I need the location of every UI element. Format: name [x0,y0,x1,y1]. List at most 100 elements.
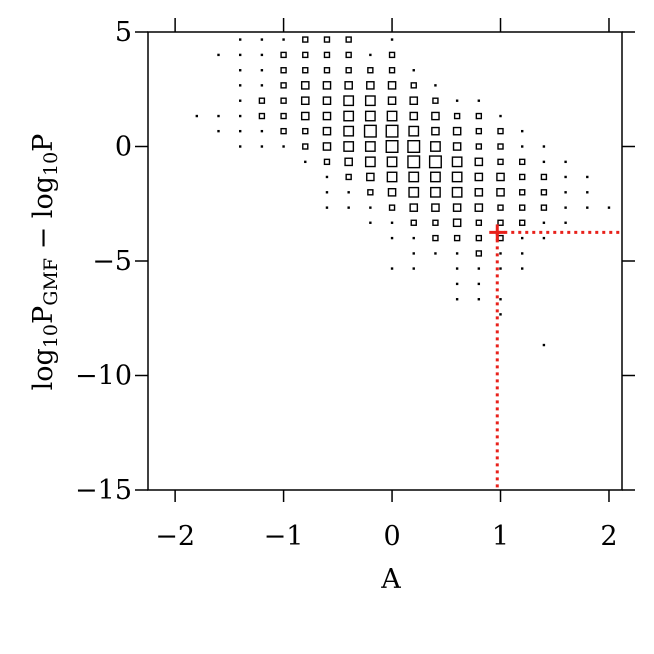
point [323,36,331,43]
point [367,189,374,196]
point [195,114,199,118]
point [455,267,459,270]
point [322,96,332,105]
point [343,141,355,152]
point [430,171,441,183]
point [452,218,462,228]
point [369,53,372,57]
point [364,110,376,122]
point [343,95,355,107]
point [260,53,264,57]
y-tick-label: −15 [75,475,132,506]
point [390,267,394,270]
point [432,234,439,242]
point [280,112,287,120]
point [542,145,546,148]
point [369,206,372,209]
point [369,221,372,224]
point [451,171,463,183]
point [409,203,419,212]
point [410,219,417,226]
point [452,203,462,212]
point [475,234,483,242]
point [322,142,332,151]
y-label-part: P [28,134,59,152]
y-tick-label: −10 [75,361,132,392]
point [474,157,484,167]
point [452,142,462,151]
point [280,97,287,104]
point [366,172,375,182]
point [390,221,394,224]
point [408,125,420,137]
point [238,38,242,41]
point [367,67,374,74]
y-label-subscript: 10 [40,324,62,348]
x-axis-label: A [380,564,401,595]
point [238,69,242,72]
point [475,127,483,135]
point [564,175,567,179]
point [521,252,524,255]
point [409,96,419,105]
point [474,187,484,197]
point [408,171,420,183]
point [499,298,502,301]
point [302,36,309,43]
x-tick-label: −1 [264,521,304,552]
point [323,67,331,74]
point [540,173,548,181]
point [364,141,376,152]
point [300,81,310,90]
point [238,99,242,102]
point [540,204,548,211]
y-label-part: − log [28,176,59,258]
point [322,111,332,121]
point [238,145,242,148]
point [302,51,309,59]
point [542,343,546,347]
y-tick-label: 0 [115,132,132,163]
point [388,204,396,211]
point [475,112,483,120]
point [387,81,397,90]
point [323,158,331,166]
point [412,267,415,270]
y-tick-label: 5 [115,17,132,48]
point [564,160,567,164]
point [432,97,439,104]
point [238,129,242,133]
point [496,187,505,197]
point [453,234,461,242]
point [564,191,567,194]
point [407,155,421,169]
point [586,191,589,194]
point [409,111,419,121]
point [455,298,459,301]
point [366,81,375,90]
point [434,252,437,255]
point [388,67,396,74]
point [451,156,463,168]
point [564,221,567,224]
point [300,111,310,121]
point [475,143,483,150]
point [385,124,399,138]
point [521,236,524,240]
point [430,186,441,198]
reference-point [489,224,506,241]
point [477,267,481,270]
point [260,38,264,41]
x-tick-label: −2 [155,521,195,552]
point [280,51,287,59]
point [217,129,220,133]
point [499,313,502,316]
point [300,96,310,105]
point [280,82,287,89]
point [519,189,526,196]
point [477,298,481,301]
point [519,158,526,166]
point [521,267,524,270]
x-tick-label: 0 [383,521,400,552]
